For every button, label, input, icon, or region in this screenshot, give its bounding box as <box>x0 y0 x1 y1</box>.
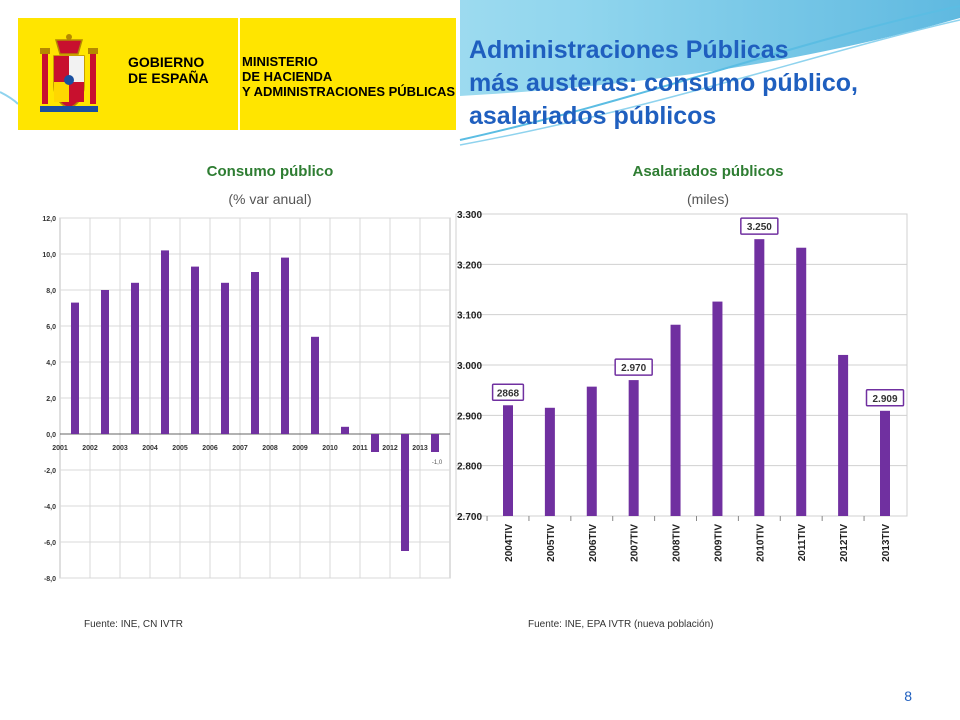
data-bar <box>712 301 723 516</box>
data-bar <box>838 354 849 516</box>
y-tick-label: 2.700 <box>457 512 482 523</box>
y-tick-label: 10,0 <box>42 252 56 259</box>
ministry-line: Y ADMINISTRACIONES PÚBLICAS <box>242 84 456 99</box>
data-label: -1,0 <box>432 460 443 466</box>
y-tick-label: 0,0 <box>46 432 56 439</box>
data-bar <box>281 257 289 434</box>
y-tick-label: 2,0 <box>46 396 56 403</box>
ministry-line: MINISTERIO <box>242 54 318 69</box>
data-bar <box>341 426 349 434</box>
y-tick-label: -8,0 <box>44 576 56 583</box>
data-bar <box>191 266 199 434</box>
y-tick-label: 4,0 <box>46 360 56 367</box>
bar-chart-asalariados-publicos: 3.300 3.200 3.100 3.000 2.900 2.800 2.700 2004T… <box>455 210 908 562</box>
gov-name-line: DE ESPAÑA <box>128 70 209 86</box>
x-tick-label: 2008 <box>262 445 278 452</box>
data-bar <box>251 272 259 434</box>
data-label-box <box>865 389 905 407</box>
y-tick-label: 3.100 <box>457 311 482 322</box>
y-tick-label: 3.000 <box>457 361 482 372</box>
header-swoosh <box>0 0 960 146</box>
x-tick-label: 2013 <box>412 445 428 452</box>
ministry-line: DE HACIENDA <box>242 69 333 84</box>
x-tick-label: 2013TIV <box>881 524 892 562</box>
x-tick-label: 2005 <box>172 445 188 452</box>
y-tick-label: 12,0 <box>42 216 56 223</box>
page-number: 8 <box>904 688 912 704</box>
data-bar <box>401 434 409 551</box>
source-note-consumo: Fuente: INE, CN IVTR <box>84 619 183 630</box>
data-bar <box>880 410 890 516</box>
band-divider <box>238 18 240 130</box>
x-tick-label: 2006TIV <box>588 524 599 562</box>
x-tick-label: 2009 <box>292 445 308 452</box>
data-bar <box>71 302 79 434</box>
data-bar <box>311 336 319 434</box>
data-label: 3.250 <box>747 222 772 233</box>
data-bar <box>544 407 555 516</box>
gov-name-line: GOBIERNO <box>128 54 205 70</box>
chart-subtitle-consumo: (% var anual) <box>228 191 312 207</box>
source-note-asalariados: Fuente: INE, EPA IVTR (nueva población) <box>528 619 714 630</box>
data-bar <box>628 380 639 516</box>
data-label: 2.909 <box>872 394 897 405</box>
x-tick-label: 2005TIV <box>546 524 557 562</box>
y-tick-label: 2.900 <box>457 411 482 422</box>
y-tick-label: 6,0 <box>46 324 56 331</box>
x-tick-label: 2008TIV <box>672 524 683 562</box>
x-tick-label: 2009TIV <box>713 524 724 562</box>
x-tick-label: 2011 <box>352 445 367 452</box>
coat-of-arms-icon <box>40 34 98 112</box>
x-tick-label: 2004TIV <box>504 524 515 562</box>
data-bar <box>101 290 109 434</box>
x-tick-label: 2010 <box>322 445 338 452</box>
x-tick-label: 2012TIV <box>839 524 850 562</box>
x-tick-label: 2007 <box>232 445 248 452</box>
slide-title-line: más austeras: consumo público, <box>469 69 858 97</box>
data-label-box <box>491 383 525 402</box>
x-tick-label: 2004 <box>142 445 158 452</box>
slide-title-line: asalariados públicos <box>469 102 717 130</box>
x-tick-label: 2010TIV <box>755 524 766 562</box>
x-tick-label: 2006 <box>202 445 218 452</box>
government-logo-band: GOBIERNO DE ESPAÑA MINISTERIO DE HACIEND… <box>18 18 456 130</box>
data-bar <box>586 386 597 516</box>
data-label-box <box>740 217 779 235</box>
y-tick-label: -6,0 <box>44 540 56 547</box>
ministry-name: MINISTERIO DE HACIENDA Y ADMINISTRACIONE… <box>242 54 455 99</box>
slide-title: Administraciones Públicas más austeras: … <box>469 34 858 133</box>
chart-title-asalariados: Asalariados públicos <box>632 163 784 180</box>
y-tick-label: 3.300 <box>457 210 482 221</box>
bar-chart-consumo-publico: 12,0 10,0 8,0 6,0 4,0 2,0 0,0 -2,0 -4,0 -6,0 -8,0 2… <box>42 216 451 583</box>
data-bar <box>161 250 169 434</box>
data-bar <box>754 239 765 516</box>
x-tick-label: 2011TIV <box>797 524 808 562</box>
data-bar <box>131 282 139 434</box>
y-tick-label: 2.800 <box>457 462 482 473</box>
x-tick-label: 2002 <box>82 445 98 452</box>
y-tick-label: -2,0 <box>44 468 56 475</box>
data-label-box <box>614 358 653 376</box>
chart-subtitle-asalariados: (miles) <box>687 191 729 207</box>
data-label: 2868 <box>497 388 520 399</box>
slide-title-line: Administraciones Públicas <box>469 36 789 64</box>
data-bar <box>221 282 229 434</box>
y-tick-label: 3.200 <box>457 260 482 271</box>
chart-title-consumo: Consumo público <box>206 163 334 180</box>
government-name: GOBIERNO DE ESPAÑA <box>128 54 209 86</box>
data-bar <box>431 434 439 452</box>
data-bar <box>670 324 681 516</box>
y-tick-label: 8,0 <box>46 288 56 295</box>
x-tick-label: 2007TIV <box>630 524 641 562</box>
x-tick-label: 2012 <box>382 445 398 452</box>
x-tick-label: 2001 <box>52 445 68 452</box>
y-tick-label: -4,0 <box>44 504 56 511</box>
data-label: 2.970 <box>621 363 646 374</box>
x-tick-label: 2003 <box>112 445 128 452</box>
data-bar <box>371 434 379 452</box>
data-bar <box>796 247 807 516</box>
data-bar <box>503 405 513 516</box>
